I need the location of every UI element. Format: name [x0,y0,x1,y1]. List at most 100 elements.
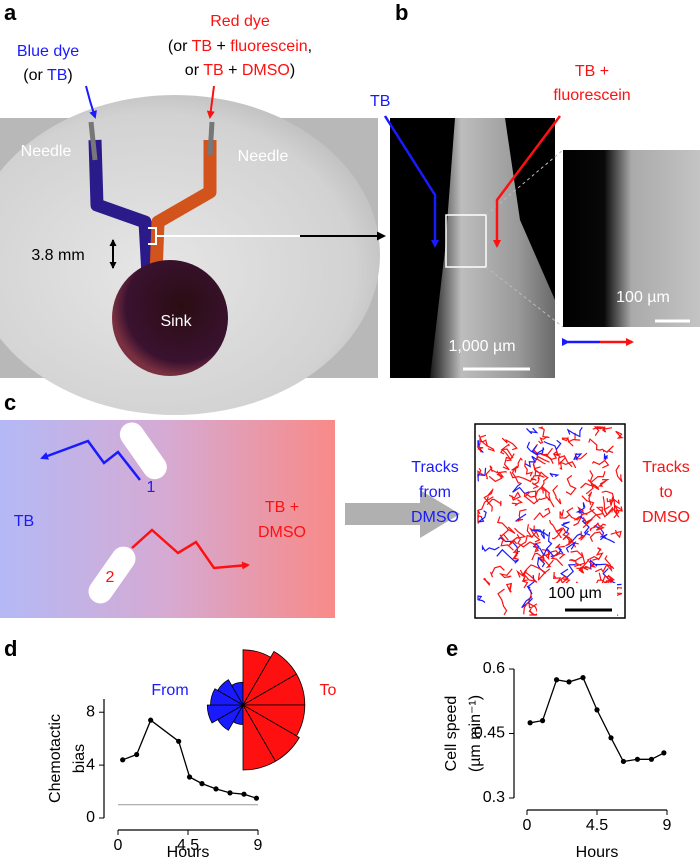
panel-letter: e [446,636,458,661]
blue-dye-label: Blue dye [17,43,79,60]
track [478,434,496,452]
legend-label: To [320,682,337,699]
track [537,426,550,439]
track [522,571,538,583]
legend-label: From [151,682,188,699]
track [496,516,516,534]
track [524,460,534,477]
track [549,519,563,539]
data-point [648,756,655,762]
track [561,578,571,587]
data-point [186,774,193,780]
y-tick-label: 0 [86,809,95,826]
zoom-line [485,266,564,328]
track [615,464,623,483]
rose-sector [206,704,245,724]
rose-sector [242,703,277,771]
track [523,602,539,615]
track [566,426,583,438]
track [570,558,582,567]
track [586,556,601,568]
channel-band [430,118,555,378]
track [477,467,484,477]
data-point [527,720,533,726]
track [501,437,518,451]
data-point [199,781,205,787]
track [580,482,600,491]
panel-letter: a [4,0,17,25]
x-tick-label: 9 [254,837,263,854]
track [535,447,545,456]
track [565,540,577,553]
y-tick-label: 0.6 [483,660,505,677]
track [521,596,533,609]
track [549,472,560,478]
data-point [120,757,126,763]
x-tick-label: 9 [663,817,672,834]
scale-label: 3.8 mm [31,247,84,264]
track [595,522,607,531]
track [552,527,564,540]
tracks-to-label: to [659,484,672,501]
y-axis-label: Chemotactic [47,714,64,803]
sink [112,260,228,376]
data-point [566,679,572,685]
blue-dye-sub: (or TB) [23,67,73,84]
data-point [241,791,247,797]
track [573,515,583,526]
track [591,459,610,469]
track [476,442,484,453]
track [543,439,562,451]
data-point [539,718,546,724]
tracks-from-label: from [419,484,451,501]
tracks-to-label: DMSO [642,509,690,526]
scale-label: 1,000 µm [448,338,515,355]
track [528,527,541,543]
cell-1 [119,422,167,480]
track [496,548,519,564]
track [508,491,522,501]
data-point [227,790,233,796]
track [606,498,620,518]
track [477,510,487,523]
track [523,564,546,574]
track [587,470,600,489]
track [581,495,601,519]
track [509,527,527,544]
scale-label: 100 µm [616,289,670,306]
blue-channel [88,139,155,276]
track [546,532,554,556]
zoom-line [485,149,564,216]
track [613,504,623,519]
y-tick-label: 0.3 [483,789,505,806]
track [477,595,486,603]
x-tick-label: 0 [523,817,532,834]
tb-label: TB [370,93,390,110]
track [576,565,589,573]
gradient-box [0,420,335,618]
text-segment: TB [203,62,223,79]
track [560,521,570,534]
data-point [253,795,260,801]
text-segment: TB [47,67,67,84]
track [500,448,512,462]
track [508,539,518,546]
track [552,484,562,505]
track [511,457,523,471]
zoom-box [445,214,487,268]
track [595,547,604,561]
track [567,432,581,447]
track [560,564,576,579]
text-segment: (or [168,38,192,55]
data-point [594,707,600,713]
track [601,425,613,433]
track [570,550,586,568]
track [541,485,552,502]
cell-label: 2 [106,569,115,586]
x-axis-label: Hours [576,844,619,861]
track [611,506,623,515]
track [483,488,494,504]
x-tick-label: 4.5 [586,817,608,834]
big-arrow [345,490,460,538]
